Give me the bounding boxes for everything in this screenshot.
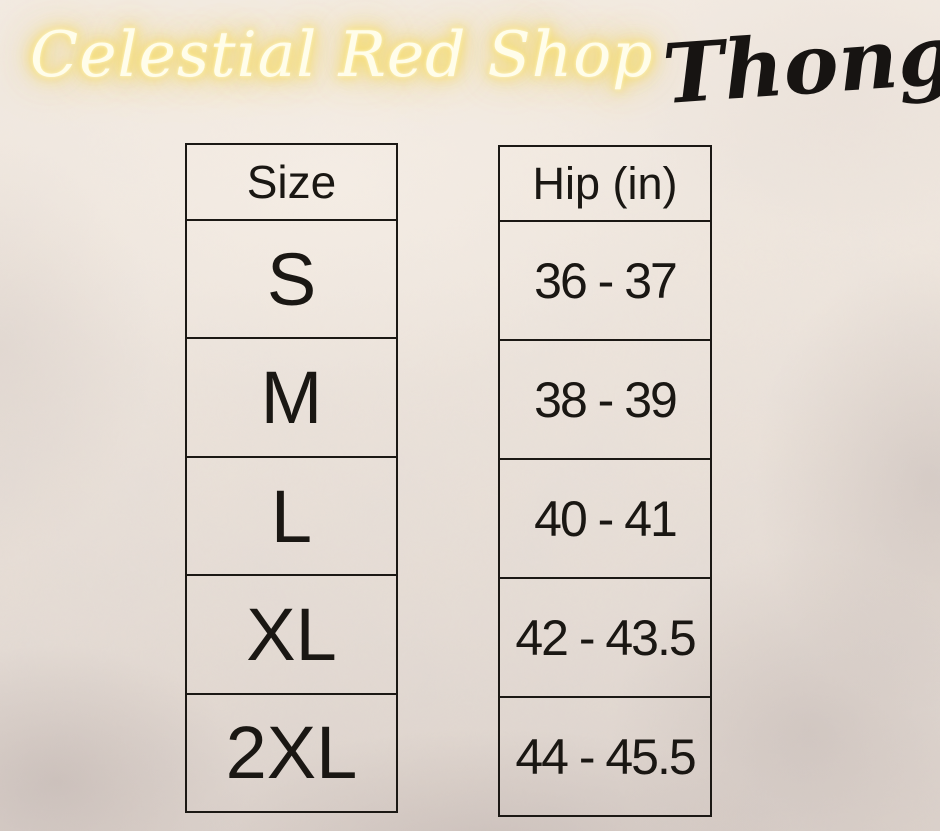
hip-cell-m: 38 - 39 [500,341,710,460]
brand-title: Celestial Red Shop [30,18,654,91]
product-title: Thong [659,6,940,124]
size-column-header: Size [187,145,396,221]
hip-column-header: Hip (in) [500,147,710,222]
hip-table: Hip (in) 36 - 37 38 - 39 40 - 41 42 - 43… [498,145,712,817]
hip-cell-s: 36 - 37 [500,222,710,341]
size-cell-s: S [187,221,396,340]
hip-cell-2xl: 44 - 45.5 [515,728,696,785]
size-cell-xl: XL [187,576,396,695]
hip-cell-xl: 42 - 43.5 [500,579,710,698]
size-cell-m: M [187,339,396,458]
size-table: Size S M L XL 2XL [185,143,398,813]
size-cell-l: L [187,458,396,577]
hip-cell-l: 40 - 41 [500,460,710,579]
size-cell-2xl: 2XL [225,711,358,795]
